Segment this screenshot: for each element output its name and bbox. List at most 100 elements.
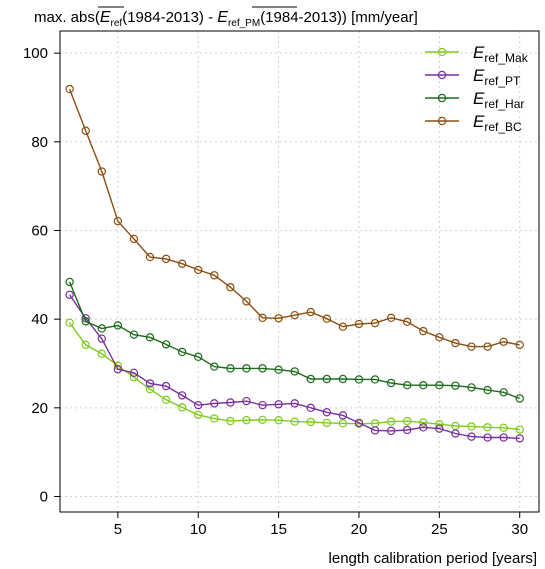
series-group [65,84,524,443]
data-point [129,368,139,377]
data-point [402,317,412,327]
data-point [226,364,235,373]
data-point [274,400,283,409]
legend-label-sub: ref_PT [484,74,521,88]
data-point [386,417,396,426]
data-point [113,321,123,330]
data-point [386,313,396,323]
data-point [322,408,332,417]
legend-marker [437,47,447,57]
data-point [242,297,251,306]
y-tick-label: 80 [31,134,48,151]
data-point [194,400,203,410]
data-point [274,314,283,323]
data-point [177,403,187,412]
data-point [161,381,171,391]
title-term2-period: (1984-2013) [260,9,342,26]
data-point [322,374,332,384]
title-term2-main: E [217,9,228,26]
data-point [515,425,524,434]
data-point [81,340,90,350]
axes: 5 10 15 20 25 30 0 20 40 60 80 100 [23,45,528,538]
data-point [435,420,444,429]
data-point [419,423,428,432]
data-point [354,418,364,428]
data-point [338,322,348,331]
data-point [65,277,74,287]
x-tick-label: 25 [431,521,448,538]
chart-title: max. abs(Eref(1984-2013) - Eref_PM(1984-… [34,9,418,29]
title-term1-sub: ref [111,18,123,29]
data-point [402,416,412,426]
data-point [483,423,492,432]
x-tick-label: 15 [270,521,287,538]
x-tick-label: 30 [511,521,528,538]
data-point [145,379,155,388]
series-ref-mak [65,318,524,434]
data-point [194,352,203,362]
data-point [419,326,428,336]
data-point [258,415,267,424]
data-point [242,396,251,406]
data-point [226,416,235,426]
title-minus: - [204,9,217,26]
data-point [306,417,315,427]
legend-label: Eref_Mak [473,43,529,65]
data-point [338,419,348,428]
data-point [483,385,492,395]
data-point [65,318,74,327]
data-point [81,126,90,135]
legend-label-sub: ref_Har [484,97,524,111]
legend-label-main: E [473,66,485,85]
data-point [113,216,123,226]
data-point [177,259,187,268]
data-point [210,362,219,371]
data-point [242,364,251,373]
x-axis-label: length calibration period [years] [329,550,537,567]
title-suffix: ) [mm/year] [342,9,418,26]
data-point [258,400,267,410]
data-point [145,333,155,342]
legend-label-sub: ref_Mak [484,51,528,65]
title-term1-period: (1984-2013) [122,9,204,26]
data-point [210,414,219,423]
data-point [194,410,203,420]
data-point [467,342,476,351]
legend-label-main: E [473,112,485,131]
legend-marker [437,70,447,80]
series-ref-bc [65,84,524,351]
data-point [467,383,476,392]
data-point [402,381,412,390]
title-prefix: max. abs( [34,9,100,26]
data-point [483,433,492,442]
data-point [515,434,524,443]
legend-label-sub: ref_BC [484,120,522,134]
data-point [306,374,315,384]
data-point [370,426,380,435]
data-point [274,365,283,374]
data-point [306,403,315,413]
data-point [515,394,524,403]
data-point [499,388,508,397]
data-point [386,426,396,436]
data-point [322,418,332,428]
data-point [145,385,155,394]
data-point [210,399,219,408]
data-point [499,433,508,442]
series-line [68,88,520,348]
legend-item: Eref_BC [425,112,522,134]
x-tick-label: 5 [114,521,122,538]
data-point [435,333,444,342]
legend-marker [437,116,447,126]
data-point [129,330,139,339]
data-point [499,337,508,346]
data-point [226,283,235,292]
series-line [68,281,520,400]
series-ref-har [65,277,524,403]
legend-label: Eref_BC [473,112,522,134]
y-tick-label: 60 [31,222,48,239]
x-tick-label: 10 [190,521,207,538]
data-point [145,252,155,262]
data-point [161,254,171,264]
